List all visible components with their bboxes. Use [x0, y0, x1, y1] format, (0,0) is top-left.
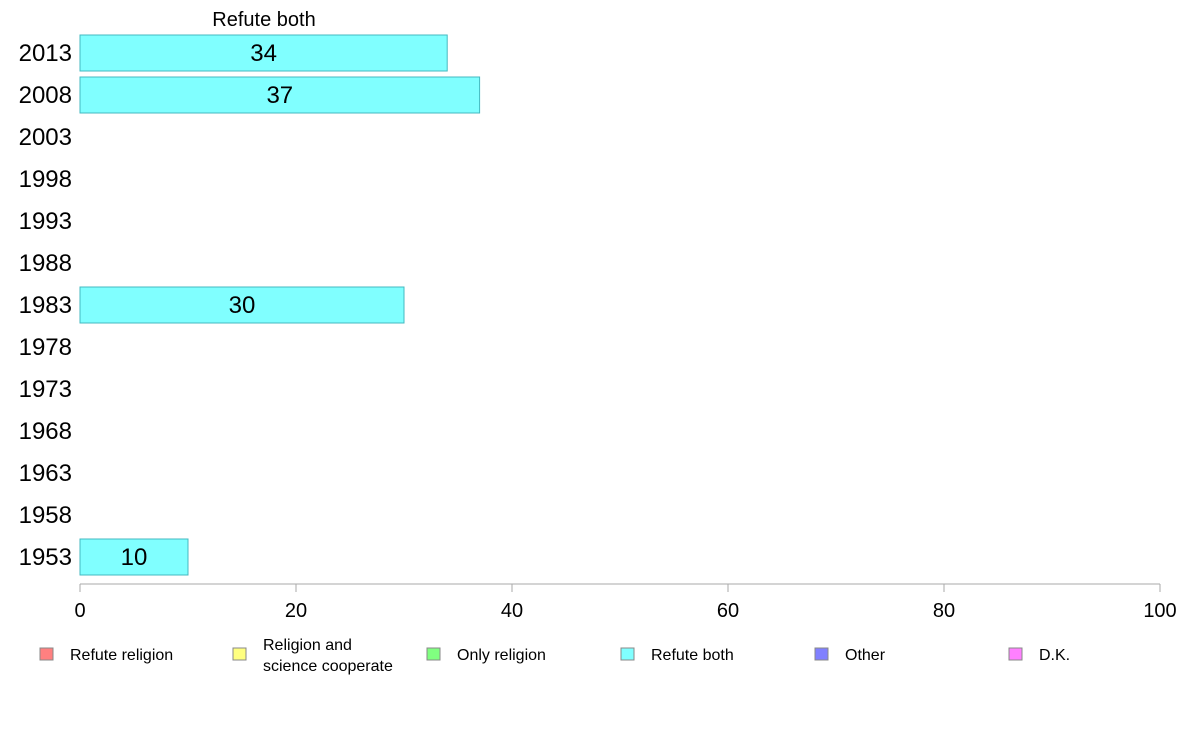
year-label-1963: 1963 [19, 460, 72, 487]
year-label-1998: 1998 [19, 166, 72, 193]
bars: 34 37 30 10 [79, 34, 481, 576]
x-tick-label-80: 80 [933, 600, 955, 622]
bar-value-label-1983: 30 [229, 292, 256, 319]
bar-2013 [79, 34, 448, 72]
legend-label-0-line-0: Refute religion [70, 647, 173, 664]
legend-label-4-line-0: Other [845, 647, 886, 664]
year-labels: 2013 2008 2003 1998 1993 1988 1983 1978 1973 1968… [19, 40, 72, 571]
year-label-1993: 1993 [19, 208, 72, 235]
x-tick-label-40: 40 [501, 600, 523, 622]
legend-label-1-line-1: science cooperate [263, 658, 393, 675]
year-label-2013: 2013 [19, 40, 72, 67]
bar-1983 [79, 286, 405, 324]
legend-item-5: D.K. [1008, 647, 1070, 664]
year-label-1983: 1983 [19, 292, 72, 319]
legend-item-1: Religion and science cooperate [232, 637, 393, 675]
legend-item-4: Other [814, 647, 886, 664]
x-axis-ticks: 0 20 40 60 80 100 [74, 584, 1177, 622]
year-label-1953: 1953 [19, 544, 72, 571]
bar-value-label-2008: 37 [266, 82, 293, 109]
legend-swatch-0 [39, 647, 54, 661]
bar-2008 [79, 76, 481, 114]
year-label-1973: 1973 [19, 376, 72, 403]
bar-value-label-1953: 10 [121, 544, 148, 571]
legend-swatch-3 [620, 647, 635, 661]
year-label-2008: 2008 [19, 82, 72, 109]
year-label-1978: 1978 [19, 334, 72, 361]
legend: Refute religion Religion and science coope… [39, 637, 1070, 675]
x-tick-label-60: 60 [717, 600, 739, 622]
year-label-2003: 2003 [19, 124, 72, 151]
legend-label-3-line-0: Refute both [651, 647, 734, 664]
x-tick-label-100: 100 [1143, 600, 1176, 622]
legend-item-3: Refute both [620, 647, 734, 664]
legend-label-1-line-0: Religion and [263, 637, 352, 654]
legend-label-2-line-0: Only religion [457, 647, 546, 664]
x-tick-label-0: 0 [74, 600, 85, 622]
legend-swatch-2 [426, 647, 441, 661]
year-label-1968: 1968 [19, 418, 72, 445]
legend-item-2: Only religion [426, 647, 546, 664]
legend-swatch-5 [1008, 647, 1023, 661]
legend-item-0: Refute religion [39, 647, 173, 664]
legend-label-5-line-0: D.K. [1039, 647, 1070, 664]
bar-value-label-2013: 34 [250, 40, 277, 67]
year-label-1958: 1958 [19, 502, 72, 529]
year-label-1988: 1988 [19, 250, 72, 277]
bar-1953 [79, 538, 189, 576]
x-tick-label-20: 20 [285, 600, 307, 622]
legend-swatch-4 [814, 647, 829, 661]
chart-title: Refute both [212, 9, 315, 31]
legend-swatch-1 [232, 647, 247, 661]
